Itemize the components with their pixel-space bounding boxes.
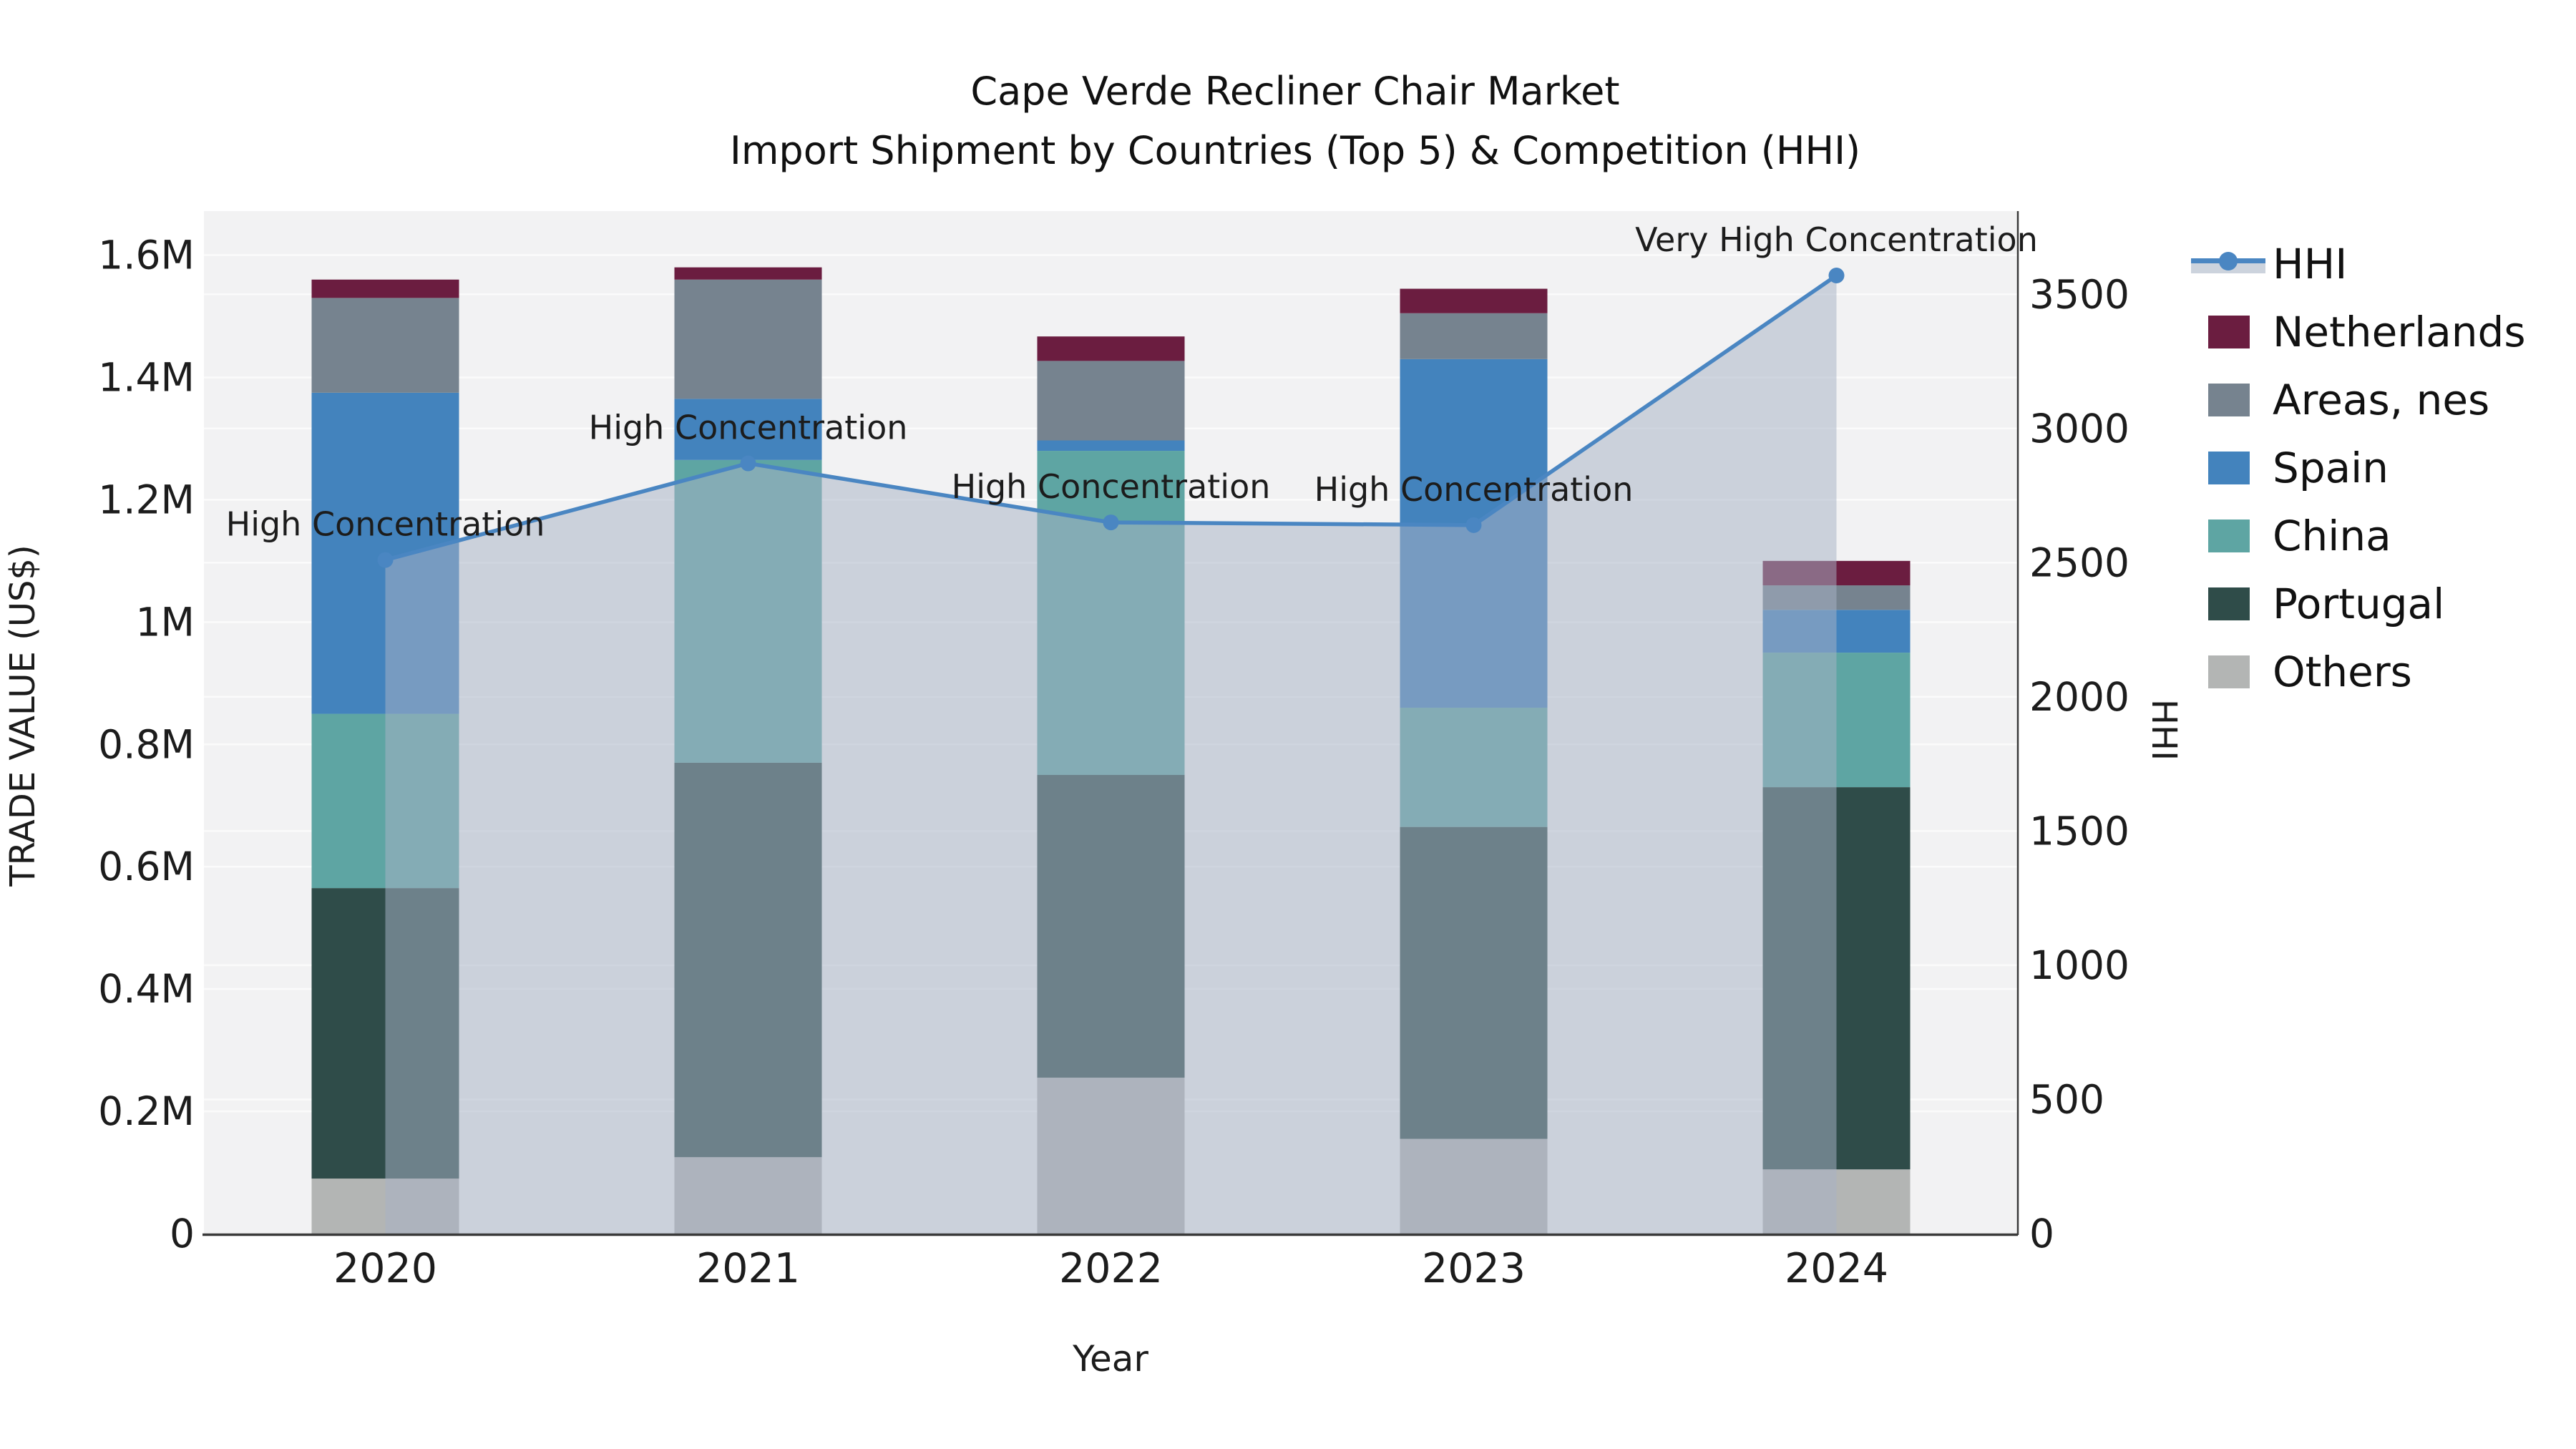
x-tick-labels: 2020 2021 2022 2023 2024 bbox=[333, 1245, 1888, 1292]
annotation-2021: High Concentration bbox=[589, 409, 908, 447]
y-left-tick-0.4M: 0.4M bbox=[98, 966, 195, 1012]
hhi-area-fill bbox=[385, 275, 1837, 1234]
y-left-tick-0.6M: 0.6M bbox=[98, 844, 195, 889]
bar-segment-2021-netherlands bbox=[674, 267, 822, 280]
bar-segment-2021-spain bbox=[674, 399, 822, 460]
hhi-marker-2023 bbox=[1465, 517, 1482, 533]
y-right-tick-labels: 0 500 1000 1500 2000 2500 3000 3500 bbox=[2029, 271, 2129, 1257]
legend-label: HHI bbox=[2273, 239, 2348, 288]
x-axis-title: Year bbox=[1072, 1338, 1148, 1380]
legend-color-swatch bbox=[2208, 451, 2250, 484]
legend-item-china: China bbox=[2191, 502, 2526, 570]
legend: HHI Netherlands Areas, nes Spain China Portug… bbox=[2191, 230, 2526, 706]
y-left-tick-1.2M: 1.2M bbox=[98, 477, 195, 522]
legend-label: Spain bbox=[2273, 443, 2389, 492]
y-left-tick-0.2M: 0.2M bbox=[98, 1088, 195, 1134]
legend-label: Portugal bbox=[2273, 579, 2445, 628]
legend-line-dot bbox=[2219, 251, 2238, 270]
y-right-tick-2500: 2500 bbox=[2029, 540, 2129, 585]
legend-item-hhi: HHI bbox=[2191, 230, 2526, 298]
legend-color-swatch bbox=[2208, 315, 2250, 348]
hhi-marker-2022 bbox=[1103, 514, 1119, 531]
legend-label: Others bbox=[2273, 647, 2412, 696]
legend-item-others: Others bbox=[2191, 638, 2526, 706]
legend-item-areas--nes: Areas, nes bbox=[2191, 366, 2526, 434]
legend-item-spain: Spain bbox=[2191, 434, 2526, 502]
bar-segment-2022-netherlands bbox=[1037, 336, 1185, 361]
y-right-tick-0: 0 bbox=[2029, 1211, 2054, 1257]
annotations: High Concentration High Concentration High… bbox=[226, 220, 2038, 544]
y-left-tick-1.4M: 1.4M bbox=[98, 354, 195, 400]
hhi-marker-2021 bbox=[740, 455, 756, 472]
bar-segment-2022-spain bbox=[1037, 440, 1185, 452]
chart-title: Cape Verde Recliner Chair Market Import … bbox=[0, 62, 2576, 180]
x-tick-2024: 2024 bbox=[1785, 1245, 1888, 1292]
y-left-tick-1.6M: 1.6M bbox=[98, 233, 195, 278]
y-left-tick-0: 0 bbox=[170, 1211, 195, 1257]
legend-color-swatch bbox=[2208, 519, 2250, 552]
y-right-axis-title: HHI bbox=[2144, 699, 2184, 761]
bar-segment-2020-areas--nes bbox=[311, 298, 459, 393]
legend-color-swatch bbox=[2208, 383, 2250, 416]
x-tick-2022: 2022 bbox=[1059, 1245, 1163, 1292]
annotation-2024: Very High Concentration bbox=[1635, 220, 2038, 259]
legend-color-swatch bbox=[2208, 655, 2250, 688]
x-tick-2023: 2023 bbox=[1422, 1245, 1526, 1292]
legend-label: Netherlands bbox=[2273, 307, 2526, 356]
chart-title-line2: Import Shipment by Countries (Top 5) & C… bbox=[729, 128, 1861, 173]
y-right-tick-3000: 3000 bbox=[2029, 406, 2129, 452]
bar-segment-2022-areas--nes bbox=[1037, 361, 1185, 441]
y-right-tick-3500: 3500 bbox=[2029, 271, 2129, 317]
legend-line-swatch-icon bbox=[2191, 251, 2265, 275]
hhi-marker-2020 bbox=[377, 552, 394, 568]
y-right-tick-2000: 2000 bbox=[2029, 674, 2129, 720]
annotation-2023: High Concentration bbox=[1314, 470, 1634, 509]
legend-label: Areas, nes bbox=[2273, 375, 2490, 424]
legend-label: China bbox=[2273, 511, 2391, 560]
hhi-marker-2024 bbox=[1828, 268, 1845, 284]
bar-segment-2023-netherlands bbox=[1400, 288, 1548, 313]
y-right-tick-1500: 1500 bbox=[2029, 808, 2129, 854]
x-tick-2021: 2021 bbox=[696, 1245, 800, 1292]
legend-item-netherlands: Netherlands bbox=[2191, 298, 2526, 366]
bar-segment-2021-areas--nes bbox=[674, 279, 822, 399]
legend-color-swatch bbox=[2208, 587, 2250, 620]
chart-title-line1: Cape Verde Recliner Chair Market bbox=[970, 69, 1620, 114]
x-tick-2020: 2020 bbox=[333, 1245, 437, 1292]
y-left-tick-1M: 1M bbox=[136, 599, 195, 645]
y-right-tick-500: 500 bbox=[2029, 1076, 2104, 1122]
y-left-axis-title: TRADE VALUE (US$) bbox=[3, 545, 43, 887]
bar-segment-2020-netherlands bbox=[311, 279, 459, 298]
legend-item-portugal: Portugal bbox=[2191, 570, 2526, 638]
bar-segment-2023-areas--nes bbox=[1400, 313, 1548, 359]
annotation-2020: High Concentration bbox=[226, 505, 545, 544]
y-left-tick-labels: 0 0.2M 0.4M 0.6M 0.8M 1M 1.2M 1.4M 1.6M bbox=[98, 233, 195, 1257]
y-left-tick-0.8M: 0.8M bbox=[98, 721, 195, 767]
annotation-2022: High Concentration bbox=[952, 467, 1271, 506]
y-right-tick-1000: 1000 bbox=[2029, 942, 2129, 988]
